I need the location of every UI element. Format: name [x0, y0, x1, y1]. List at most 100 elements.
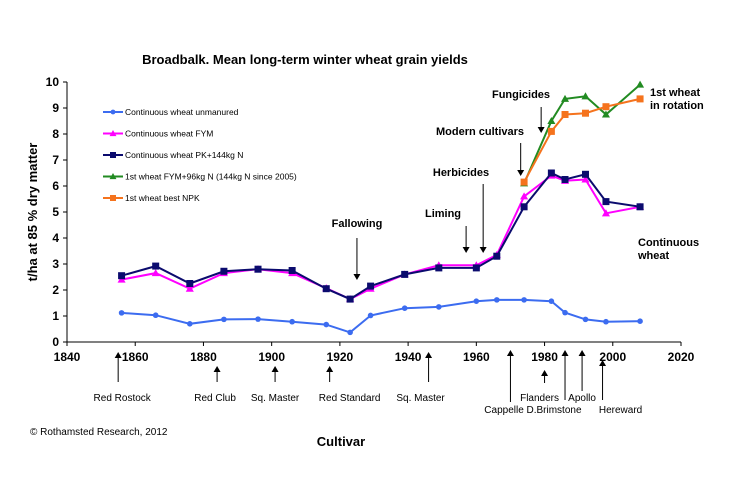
data-point: [186, 280, 194, 287]
y-tick-label: 9: [52, 101, 59, 115]
y-axis-label: t/ha at 85 % dry matter: [25, 143, 40, 282]
data-point: [436, 304, 442, 310]
data-point: [289, 318, 295, 325]
series-line: [121, 298, 641, 334]
data-point: [602, 103, 610, 111]
cultivar-arrow-head: [213, 366, 221, 372]
cultivar-arrow-head: [271, 366, 279, 372]
data-point: [254, 265, 262, 273]
data-point: [401, 270, 409, 278]
data-point: [520, 203, 528, 211]
axes: 0 1 2 3 4 5 6 7 8 9 10 1840 1860 1880 1900 1920 1940 1960…: [46, 75, 695, 364]
cultivar-arrow-head: [599, 360, 607, 366]
series-5: [520, 95, 644, 186]
series-layer: [117, 80, 645, 336]
data-point: [346, 295, 354, 303]
series-line: [523, 83, 641, 184]
annotation-arrow: [517, 143, 525, 176]
cultivar-label: Sq. Master: [251, 393, 300, 404]
y-tick-label: 2: [52, 283, 59, 297]
data-point: [636, 203, 644, 211]
data-point: [322, 285, 330, 293]
x-tick-label: 1900: [258, 350, 285, 364]
cultivar-label: Red Club: [194, 393, 236, 404]
cultivar-arrow: [271, 366, 279, 382]
cultivar-arrow: [578, 350, 586, 391]
data-point: [435, 264, 443, 272]
data-point: [151, 269, 160, 277]
cultivar-label: Sq. Master: [396, 393, 445, 404]
data-point: [494, 297, 500, 303]
cultivar-10: Hereward: [599, 360, 642, 416]
cultivar-arrow-head: [425, 352, 433, 358]
data-point: [581, 92, 590, 100]
annotation-2: Liming: [425, 208, 461, 220]
x-tick-label: 2020: [668, 350, 695, 364]
data-point: [347, 329, 353, 336]
annotation-1: Fallowing: [332, 218, 382, 280]
x-tick-label: 1880: [190, 350, 217, 364]
legend-swatch-marker: [110, 195, 116, 201]
annotation-label: Modern cultivars: [436, 126, 524, 138]
data-point: [636, 95, 644, 103]
legend-label: 1st wheat best NPK: [125, 193, 200, 203]
cultivar-label: Red Rostock: [94, 393, 152, 404]
legend-swatch-marker: [109, 173, 117, 180]
cultivar-9: Apollo: [568, 350, 596, 404]
data-point: [602, 198, 610, 206]
series-3: [118, 169, 644, 303]
annotation-arrow-head: [353, 274, 361, 280]
data-point: [187, 321, 193, 327]
data-point: [221, 316, 227, 323]
data-point: [255, 316, 261, 322]
cultivar-5: Sq. Master: [396, 352, 445, 404]
cultivar-arrow: [561, 350, 569, 400]
data-point: [548, 298, 555, 304]
liming-arrow: [462, 226, 470, 253]
series-text-line: in rotation: [650, 100, 704, 112]
legend-swatch-marker: [109, 130, 117, 137]
cultivar-label: Brimstone: [537, 405, 582, 416]
y-tick-label: 3: [52, 257, 59, 271]
cultivar-markers: Red Rostock Red Club Sq. Master Red Standar…: [94, 350, 642, 416]
copyright-text: © Rothamsted Research, 2012: [30, 427, 168, 438]
legend-swatch-marker: [110, 109, 116, 115]
data-point: [547, 169, 555, 177]
legend-item: Continuous wheat unmanured: [103, 107, 239, 117]
cultivar-2: Red Club: [194, 366, 236, 404]
annotation-arrow: [353, 238, 361, 280]
cultivar-1: Red Rostock: [94, 352, 152, 404]
y-tick-label: 1: [52, 309, 59, 323]
y-tick-label: 0: [52, 335, 59, 349]
annotation-label: Herbicides: [433, 167, 489, 179]
legend-label: 1st wheat FYM+96kg N (144kg N since 2005…: [125, 172, 297, 182]
cultivar-arrow: [114, 352, 122, 382]
legend-item: Continuous wheat PK+144kg N: [103, 150, 243, 160]
cultivar-arrow: [213, 366, 221, 382]
data-point: [323, 321, 330, 328]
cultivar-arrow-head: [326, 366, 334, 372]
data-point: [367, 312, 374, 319]
legend-item: 1st wheat FYM+96kg N (144kg N since 2005…: [103, 172, 297, 182]
annotation-arrow: [537, 107, 545, 133]
data-point: [581, 109, 589, 117]
legend-label: Continuous wheat unmanured: [125, 107, 239, 117]
x-tick-label: 2000: [599, 350, 626, 364]
data-point: [401, 305, 408, 312]
data-point: [636, 80, 645, 88]
x-tick-label: 1940: [395, 350, 422, 364]
data-point: [118, 272, 126, 280]
data-point: [601, 209, 610, 217]
cultivar-7: Flanders: [520, 370, 559, 404]
x-tick-label: 1840: [54, 350, 81, 364]
legend-label: Continuous wheat PK+144kg N: [125, 150, 243, 160]
data-point: [560, 94, 570, 102]
data-point: [520, 192, 529, 200]
data-point: [288, 267, 296, 274]
annotation-3: Herbicides: [433, 167, 489, 253]
cultivar-arrow-head: [561, 350, 569, 356]
data-point: [581, 170, 589, 178]
cultivar-arrow-head: [578, 350, 586, 356]
